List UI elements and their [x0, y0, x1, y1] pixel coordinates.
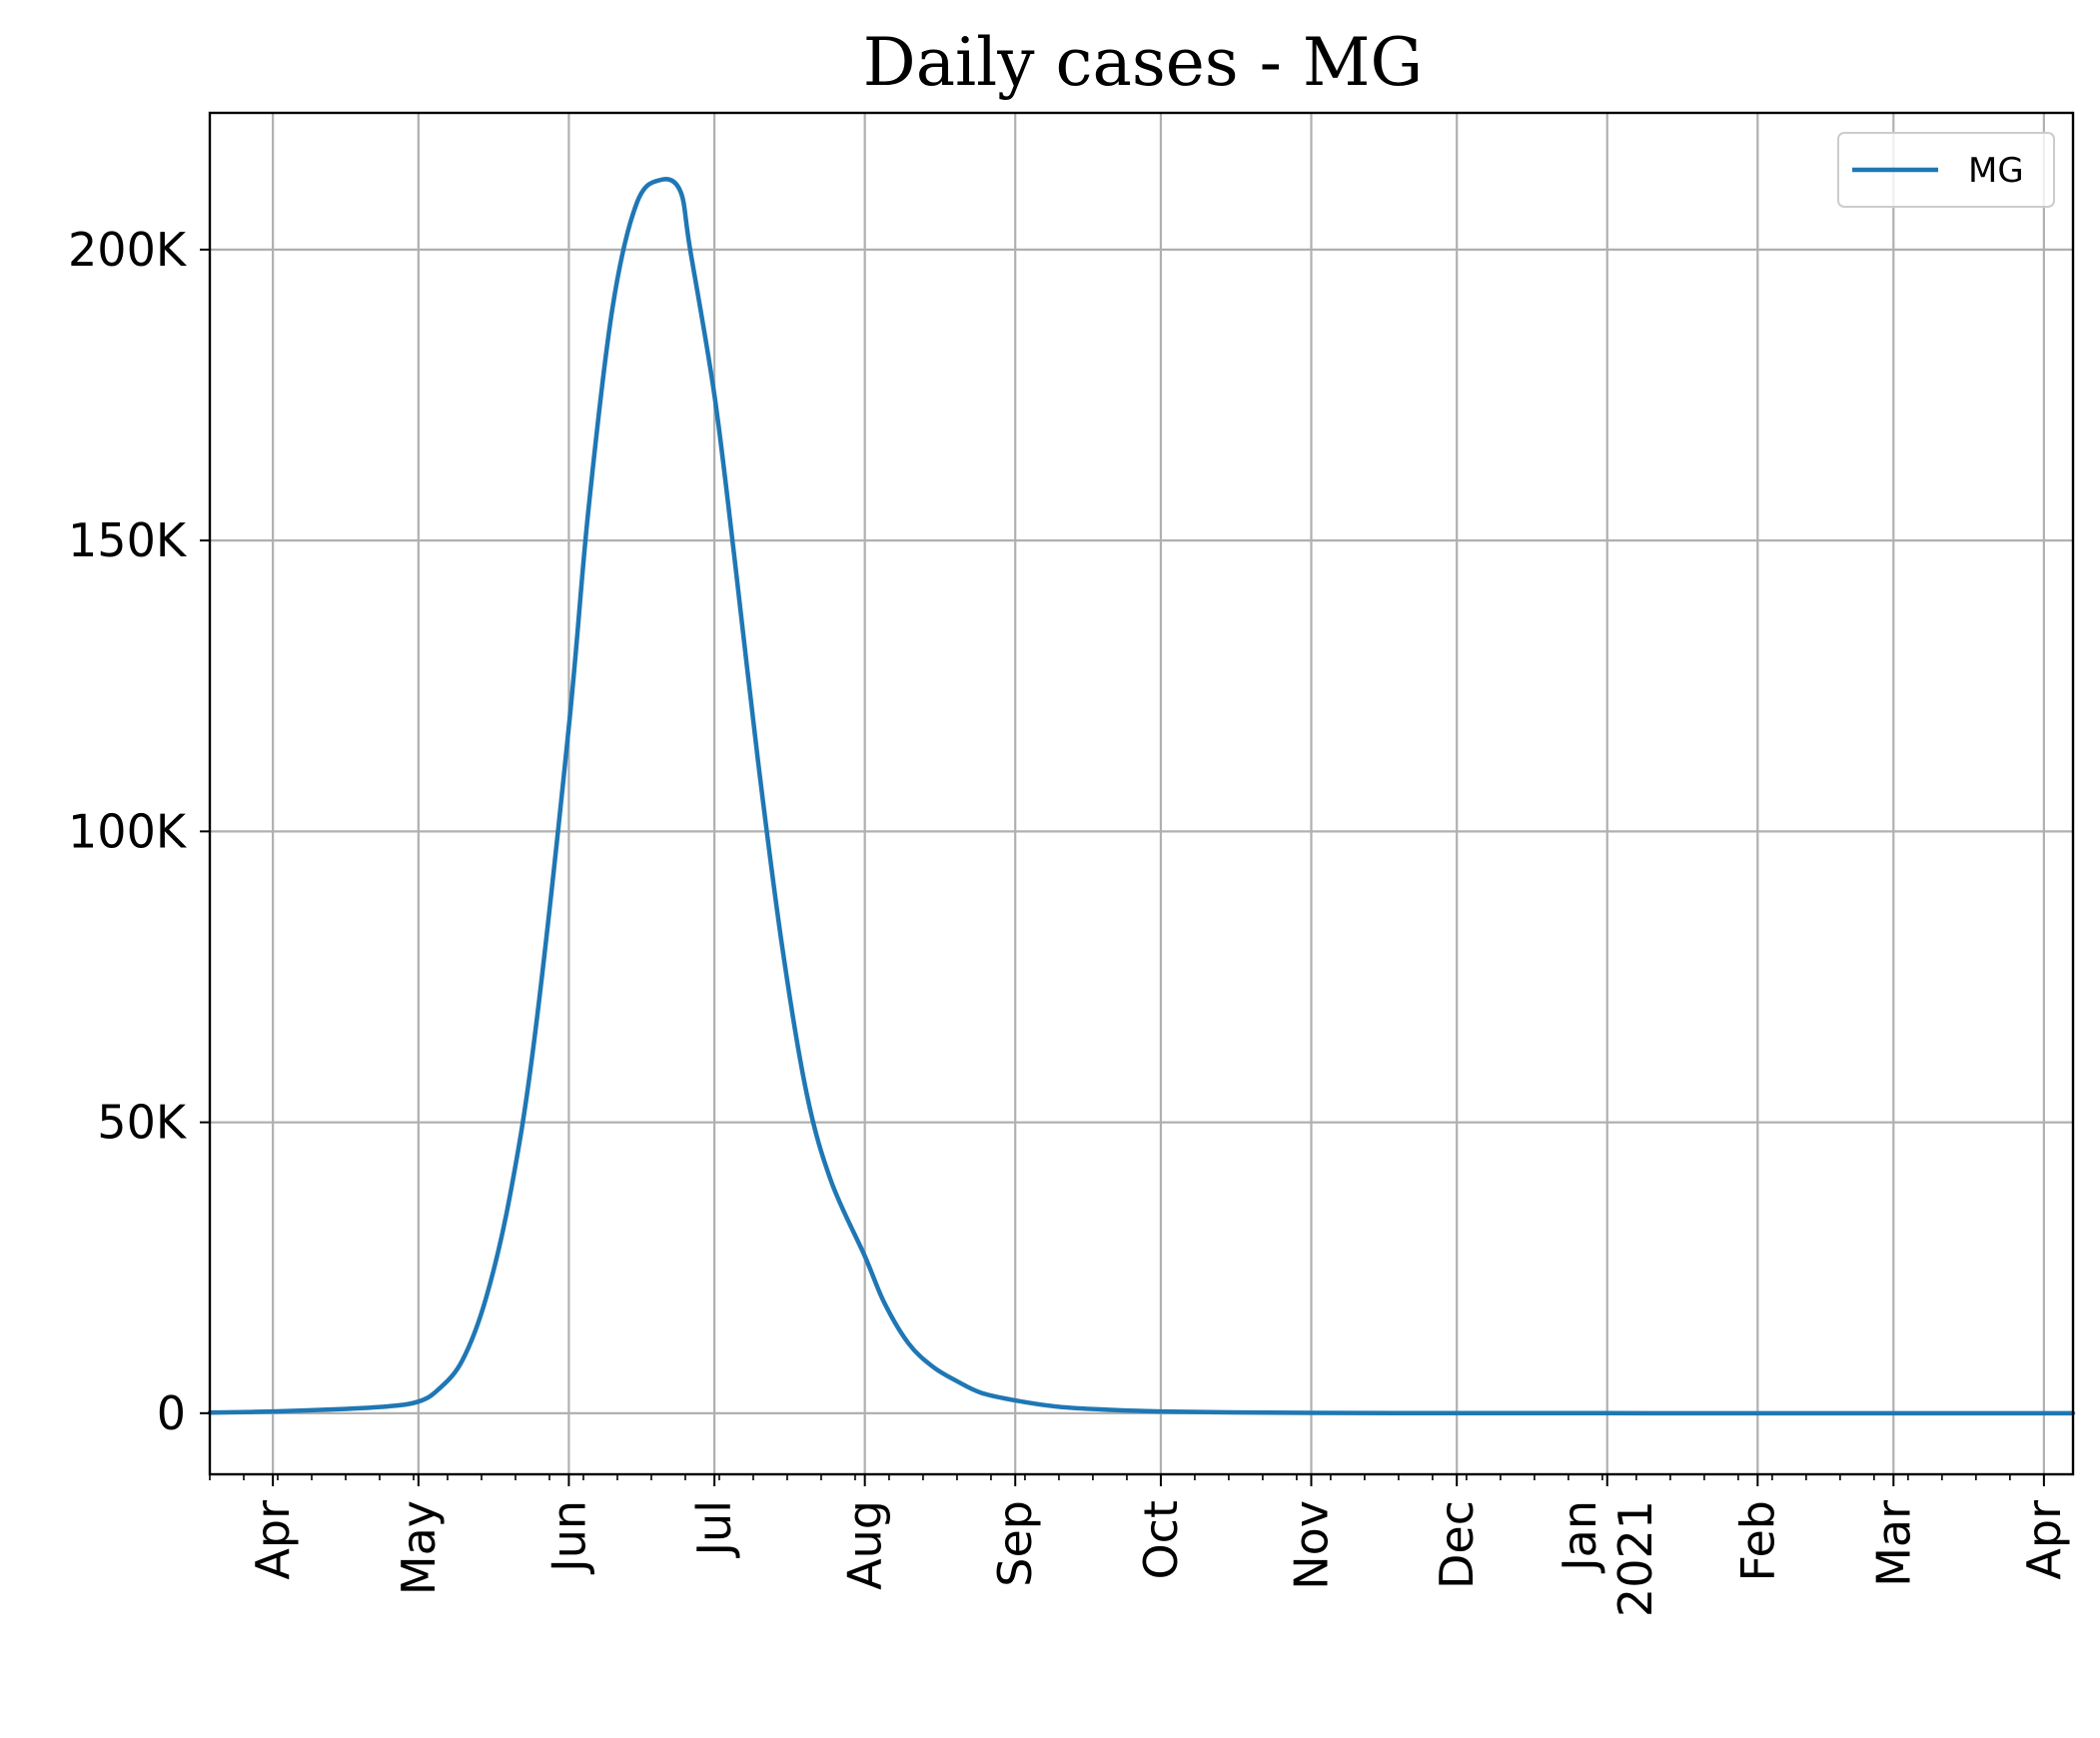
legend-label-mg: MG — [1968, 151, 2024, 191]
x-tick-label: Nov — [1284, 1500, 1338, 1590]
chart-title: Daily cases - MG — [863, 24, 1423, 101]
x-tick-label-line: Apr — [246, 1500, 300, 1580]
y-tick-label: 50K — [97, 1096, 188, 1150]
x-axis: Apr May Jun Jul Aug Sep Oct Nov Dec Jan2021 Feb Mar… — [209, 1474, 2071, 1617]
x-tick-label: Dec — [1430, 1500, 1484, 1589]
y-tick-label: 0 — [157, 1386, 186, 1440]
x-tick-label: Apr — [246, 1500, 300, 1580]
plot-frame — [208, 111, 2075, 1476]
x-tick-label: May — [392, 1500, 446, 1595]
x-tick-label: Sep — [988, 1500, 1042, 1587]
x-tick-label-line: Jul — [687, 1500, 741, 1559]
x-tick-label: Apr — [2017, 1500, 2071, 1580]
x-tick-label-line: Oct — [1134, 1500, 1188, 1580]
x-tick-label-line: May — [392, 1500, 446, 1595]
x-tick-label: Jul — [687, 1500, 741, 1559]
y-axis: 0 50K 100K 150K 200K — [68, 223, 210, 1440]
x-tick-label-line: 2021 — [1608, 1500, 1662, 1617]
x-tick-label: Feb — [1730, 1500, 1784, 1581]
series-line-mg — [207, 177, 2076, 1416]
legend-box — [1837, 132, 2055, 208]
x-tick-label-line: Dec — [1430, 1500, 1484, 1589]
legend: MG — [1837, 132, 2055, 208]
series-layer — [207, 177, 2076, 1416]
x-tick-label: Oct — [1134, 1500, 1188, 1580]
x-tick-label-line: Mar — [1866, 1500, 1920, 1587]
y-tick-label: 100K — [68, 804, 188, 858]
grid — [210, 113, 2073, 1474]
x-tick-label-line: Jan — [1553, 1500, 1606, 1574]
x-tick-label: Jun — [541, 1500, 595, 1575]
x-tick-label: Mar — [1866, 1500, 1920, 1587]
x-tick-label-line: Nov — [1284, 1500, 1338, 1590]
x-tick-label-line: Apr — [2017, 1500, 2071, 1580]
x-tick-label-line: Sep — [988, 1500, 1042, 1587]
y-tick-label: 150K — [68, 513, 188, 567]
x-tick-label-line: Feb — [1730, 1500, 1784, 1581]
x-tick-label-line: Aug — [838, 1500, 892, 1590]
x-tick-label-line: Jun — [541, 1500, 595, 1575]
x-tick-label: Jan2021 — [1553, 1500, 1662, 1617]
x-tick-label: Aug — [838, 1500, 892, 1590]
y-tick-label: 200K — [68, 223, 188, 277]
